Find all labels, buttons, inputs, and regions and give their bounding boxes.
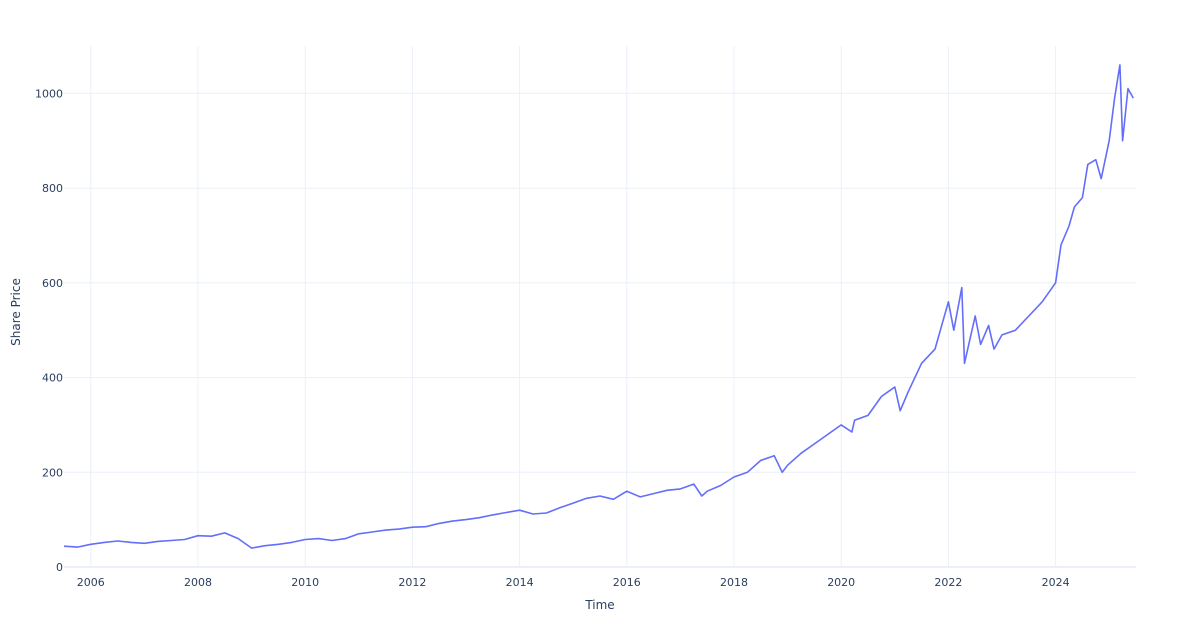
y-tick-label: 800: [42, 182, 63, 195]
y-tick-label: 0: [56, 561, 63, 574]
x-axis-ticks: 2006 2008 2010 2012 2014 2016 2018 2020 2022 2024: [77, 576, 1070, 589]
x-tick-label: 2022: [934, 576, 962, 589]
x-tick-label: 2014: [506, 576, 534, 589]
x-tick-label: 2020: [827, 576, 855, 589]
y-tick-label: 400: [42, 372, 63, 385]
y-tick-label: 200: [42, 466, 63, 479]
x-tick-label: 2008: [184, 576, 212, 589]
series-line: [63, 64, 1134, 549]
y-tick-label: 1000: [35, 87, 63, 100]
x-tick-label: 2006: [77, 576, 105, 589]
x-tick-label: 2016: [613, 576, 641, 589]
x-axis-title: Time: [584, 598, 614, 612]
y-axis-title: Share Price: [9, 278, 23, 346]
x-tick-label: 2018: [720, 576, 748, 589]
y-axis-ticks: 0 200 400 600 800 1000: [35, 87, 63, 574]
x-tick-label: 2012: [398, 576, 426, 589]
series-group: [63, 64, 1134, 549]
x-tick-label: 2010: [291, 576, 319, 589]
y-tick-label: 600: [42, 277, 63, 290]
grid: [64, 46, 1136, 568]
x-tick-label: 2024: [1042, 576, 1070, 589]
